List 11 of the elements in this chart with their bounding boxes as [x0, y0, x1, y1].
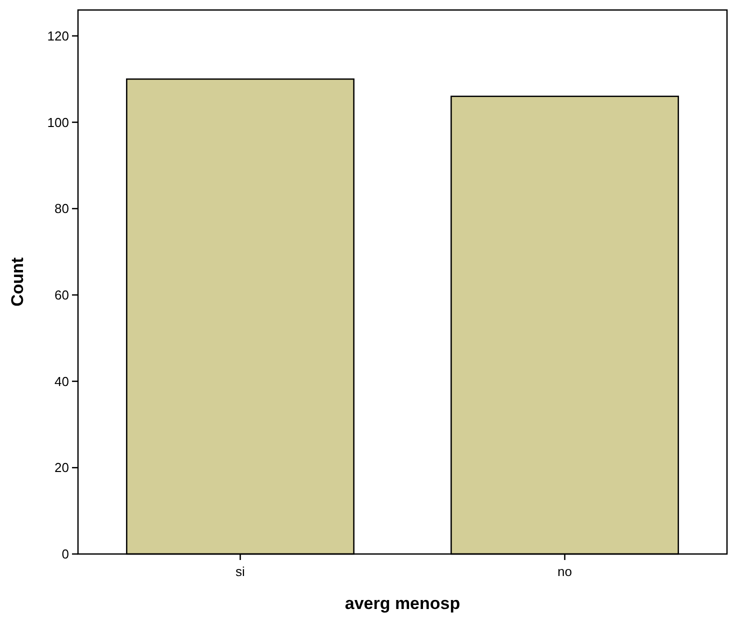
- y-tick-label: 40: [54, 374, 69, 389]
- y-tick-label: 100: [47, 114, 69, 130]
- y-tick-label: 0: [62, 546, 69, 562]
- y-tick-label: 80: [54, 201, 69, 216]
- x-tick-label: si: [236, 564, 246, 579]
- y-tick-label: 120: [47, 28, 69, 44]
- y-tick-label: 60: [54, 288, 69, 302]
- y-tick-label: 20: [54, 460, 69, 476]
- y-axis-title: Count: [8, 257, 27, 307]
- x-tick-label: no: [558, 564, 572, 579]
- x-axis-title: averg menosp: [344, 594, 460, 613]
